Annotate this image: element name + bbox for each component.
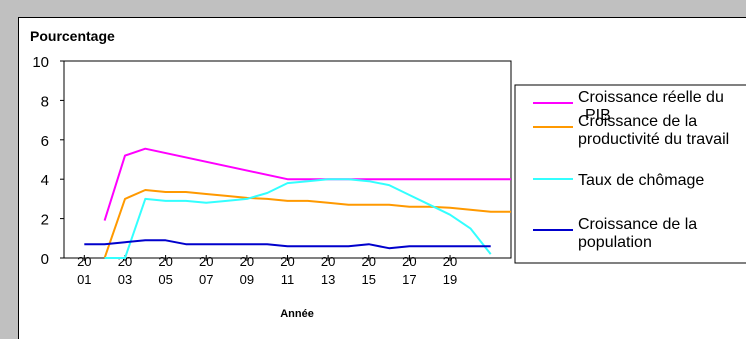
x-tick-label-bottom: 11 [281, 272, 295, 287]
x-tick-label-bottom: 07 [199, 272, 213, 287]
y-tick-label: 8 [41, 93, 49, 110]
x-tick-label-bottom: 15 [362, 272, 376, 287]
legend-label: Croissance réelle du [578, 89, 724, 106]
x-tick-label-bottom: 13 [321, 272, 335, 287]
x-axis-title: Année [280, 308, 314, 320]
x-tick-label-top: 20 [77, 254, 91, 269]
y-tick-label: 2 [41, 212, 49, 229]
x-tick-label-bottom: 05 [158, 272, 172, 287]
series-line-3 [104, 178, 492, 259]
plot-area [63, 60, 512, 259]
legend-label: PIB [585, 107, 611, 124]
legend-label: productivité du travail [578, 131, 729, 148]
x-tick-label-bottom: 01 [77, 272, 91, 287]
series-line-1 [103, 147, 511, 221]
y-tick-label: 0 [41, 251, 49, 268]
legend-label: Croissance de la [578, 113, 697, 130]
x-tick-label-top: 20 [158, 254, 172, 269]
x-tick-label-top: 20 [362, 254, 376, 269]
x-tick-label-top: 20 [321, 254, 335, 269]
series-line-4 [84, 239, 491, 250]
legend-label: Croissance de la [578, 216, 697, 233]
y-tick-label: 4 [41, 172, 49, 189]
x-tick-label-top: 20 [443, 254, 457, 269]
x-tick-label-bottom: 09 [240, 272, 254, 287]
series-line-2 [103, 189, 511, 259]
x-tick-label-top: 20 [402, 254, 416, 269]
x-tick-label-top: 20 [240, 254, 254, 269]
y-tick-label: 6 [41, 133, 49, 150]
x-tick-label-top: 20 [280, 254, 294, 269]
legend-label: population [578, 234, 652, 251]
x-tick-label-bottom: 03 [118, 272, 132, 287]
x-tick-label-bottom: 17 [402, 272, 416, 287]
x-tick-label-bottom: 19 [443, 272, 457, 287]
y-tick-label: 10 [32, 54, 49, 71]
x-tick-label-top: 20 [199, 254, 213, 269]
legend-label: Taux de chômage [578, 172, 704, 189]
legend-box [514, 84, 746, 264]
y-axis-title: Pourcentage [30, 28, 115, 44]
